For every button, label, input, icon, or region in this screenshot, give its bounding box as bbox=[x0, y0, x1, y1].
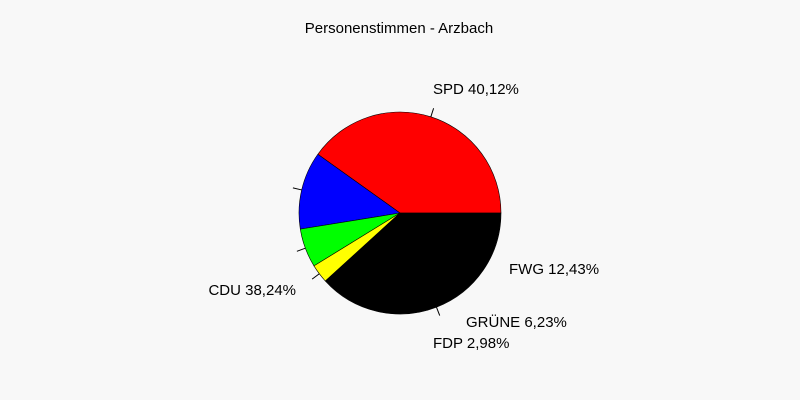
slice-labels: SPD 40,12% FWG 12,43% GRÜNE 6,23% FDP 2,98%… bbox=[208, 81, 599, 352]
leader-line-cdu bbox=[436, 307, 441, 316]
label-leader-lines bbox=[292, 108, 441, 316]
pie-slice-cdu bbox=[324, 212, 502, 315]
slice-label-fwg: FWG 12,43% bbox=[509, 261, 599, 278]
chart-title: Personenstimmen - Arzbach bbox=[305, 20, 493, 37]
slice-label-grne: GRÜNE 6,23% bbox=[466, 313, 567, 331]
leader-line-grne bbox=[296, 247, 306, 252]
slice-label-spd: SPD 40,12% bbox=[433, 81, 519, 98]
pie-slice-spd bbox=[317, 111, 502, 214]
slice-label-cdu: CDU 38,24% bbox=[208, 282, 296, 299]
leader-line-fdp bbox=[311, 273, 320, 280]
leader-line-fwg bbox=[292, 187, 302, 191]
slice-label-fdp: FDP 2,98% bbox=[433, 335, 509, 352]
leader-line-spd bbox=[430, 108, 435, 117]
pie-slices bbox=[298, 111, 502, 315]
